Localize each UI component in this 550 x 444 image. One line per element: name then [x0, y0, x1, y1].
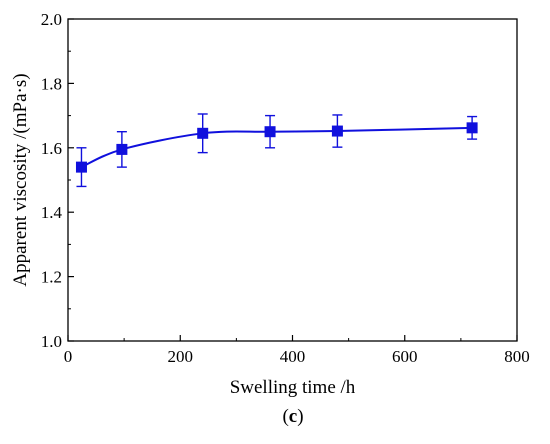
- x-tick-label: 400: [280, 347, 306, 366]
- series-line: [81, 126, 473, 169]
- y-axis-label: Apparent viscosity /(mPa·s): [10, 73, 31, 286]
- data-point: [331, 125, 343, 137]
- panel-letter: c: [289, 406, 297, 427]
- panel-label: (c): [282, 406, 303, 427]
- panel-close-paren: ): [297, 406, 303, 427]
- x-tick-label: 600: [392, 347, 418, 366]
- y-tick-label: 1.6: [41, 139, 62, 158]
- x-tick-label: 800: [504, 347, 530, 366]
- x-axis-label: Swelling time /h: [230, 377, 356, 398]
- y-tick-label: 1.8: [41, 74, 62, 93]
- y-tick-label: 1.2: [41, 268, 62, 287]
- y-tick-label: 1.0: [41, 332, 62, 351]
- panel-open-paren: (: [282, 406, 288, 427]
- y-tick-label: 1.4: [41, 203, 63, 222]
- data-point: [197, 127, 209, 139]
- plot-marks: [75, 113, 478, 188]
- data-point: [116, 143, 128, 155]
- plot-frame: [67, 18, 518, 342]
- y-tick-label: 2.0: [41, 10, 62, 29]
- x-tick-label: 0: [64, 347, 73, 366]
- data-point: [75, 161, 87, 173]
- axis-ticks: 0 200 400 600 800 1.0 1.2 1.4 1.6 1.8 2.0: [41, 10, 530, 366]
- x-tick-label: 200: [168, 347, 194, 366]
- data-point: [466, 122, 478, 134]
- data-point: [264, 126, 276, 138]
